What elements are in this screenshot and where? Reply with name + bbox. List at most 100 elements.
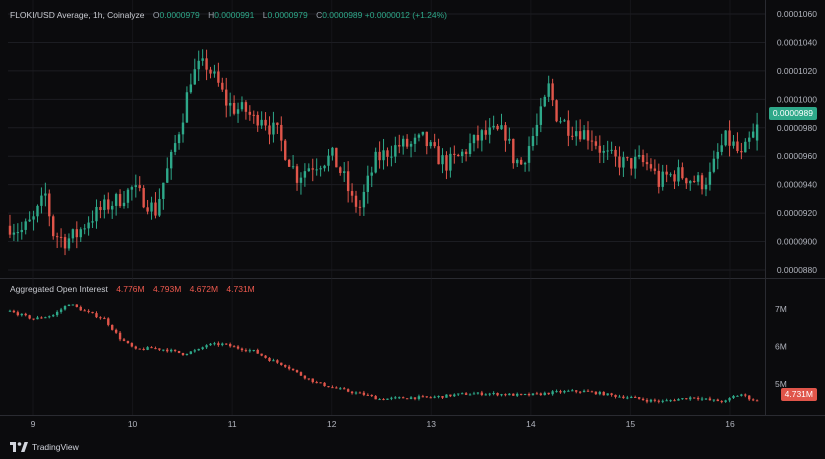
oi-candle	[449, 394, 452, 397]
oi-candle	[696, 397, 700, 400]
oi-candle	[83, 310, 86, 312]
oi-candle	[445, 394, 448, 398]
oi-candle	[401, 397, 405, 399]
price-candle	[111, 205, 114, 210]
oi-candle	[205, 345, 208, 348]
price-candle	[681, 167, 684, 179]
oi-candle	[472, 393, 476, 395]
oi-candle	[614, 394, 617, 397]
oi-candle	[634, 396, 637, 398]
oi-candle	[193, 350, 196, 352]
price-candle	[158, 198, 161, 216]
oi-candle	[480, 392, 484, 395]
oi-candle	[185, 353, 189, 355]
price-candle	[311, 168, 314, 170]
oi-low-value: 4.672M	[189, 284, 219, 294]
oi-candle	[496, 392, 499, 396]
price-candle	[594, 141, 598, 146]
price-candle	[665, 171, 668, 175]
symbol-label[interactable]: FLOKI/USD Average, 1h, Coinalyze	[10, 10, 145, 20]
price-candle	[653, 168, 657, 171]
price-candle	[657, 170, 660, 187]
oi-candle	[189, 351, 193, 354]
time-tick-label: 14	[526, 419, 536, 429]
price-candle	[685, 178, 688, 184]
price-candle	[350, 191, 354, 196]
price-candle	[276, 122, 279, 125]
close-label: C	[316, 10, 323, 20]
price-candle	[343, 171, 346, 173]
oi-candle	[641, 398, 645, 400]
price-candle	[87, 222, 90, 229]
oi-candle	[276, 360, 279, 363]
price-candle	[437, 146, 440, 165]
oi-candle	[130, 343, 134, 347]
oi-candle	[677, 399, 680, 401]
price-candle	[52, 216, 55, 237]
price-candle	[244, 102, 248, 112]
oi-candle	[158, 348, 161, 350]
price-candle	[425, 131, 428, 147]
oi-candle	[618, 396, 621, 398]
price-candle	[138, 185, 141, 189]
price-candle	[24, 221, 27, 230]
oi-candle	[138, 348, 141, 350]
price-tick-label: 0.0001020	[777, 66, 817, 76]
oi-candle	[653, 399, 657, 401]
oi-candle	[602, 391, 605, 396]
axes: 0.0001060 0.0001040 0.0001020 0.0001000 0.00…	[31, 9, 818, 429]
price-candle	[260, 119, 263, 126]
oi-candle	[346, 389, 350, 392]
price-tick-label: 0.0000980	[777, 123, 817, 133]
oi-candle	[287, 366, 291, 369]
oi-candle	[63, 306, 67, 310]
tradingview-logo[interactable]: TradingView	[10, 442, 79, 452]
oi-candle	[201, 347, 204, 349]
price-candle	[162, 182, 165, 199]
oi-candle	[736, 395, 739, 397]
price-candle	[728, 130, 731, 146]
time-tick-label: 15	[626, 419, 636, 429]
oi-candle	[630, 396, 633, 398]
oi-candle	[240, 348, 244, 351]
oi-candle	[724, 400, 727, 402]
price-candle	[181, 122, 185, 135]
price-candle	[370, 172, 373, 176]
oi-candle	[244, 350, 248, 352]
price-candles	[8, 49, 759, 256]
price-candle	[28, 219, 31, 222]
oi-candle	[598, 391, 602, 395]
oi-candle	[716, 399, 719, 402]
oi-candle	[394, 397, 397, 399]
oi-candle	[197, 348, 200, 351]
oi-candle	[284, 365, 287, 367]
oi-candle	[272, 360, 275, 362]
price-tick-label: 0.0001060	[777, 9, 817, 19]
price-candle	[264, 119, 267, 126]
oi-candle	[16, 312, 20, 316]
price-candle	[280, 124, 283, 141]
oi-candle	[535, 393, 539, 395]
oi-candle	[390, 397, 393, 399]
oi-candle	[748, 395, 751, 400]
price-candle	[185, 92, 189, 123]
oi-candle	[555, 391, 558, 393]
price-candle	[417, 134, 421, 138]
price-candle	[221, 82, 224, 90]
indicator-title[interactable]: Aggregated Open Interest	[10, 284, 108, 294]
price-candle	[44, 193, 47, 196]
oi-candle	[622, 396, 625, 399]
price-tick-label: 0.0000880	[777, 265, 817, 275]
oi-candle	[712, 399, 716, 401]
price-candle	[291, 166, 295, 168]
oi-candle	[665, 400, 668, 402]
oi-candle	[75, 304, 79, 307]
oi-candle	[460, 393, 464, 395]
price-candle	[130, 187, 134, 190]
open-interest-candles	[8, 304, 759, 404]
price-candle	[150, 202, 153, 212]
price-candle	[8, 225, 12, 235]
price-candle	[582, 130, 586, 140]
